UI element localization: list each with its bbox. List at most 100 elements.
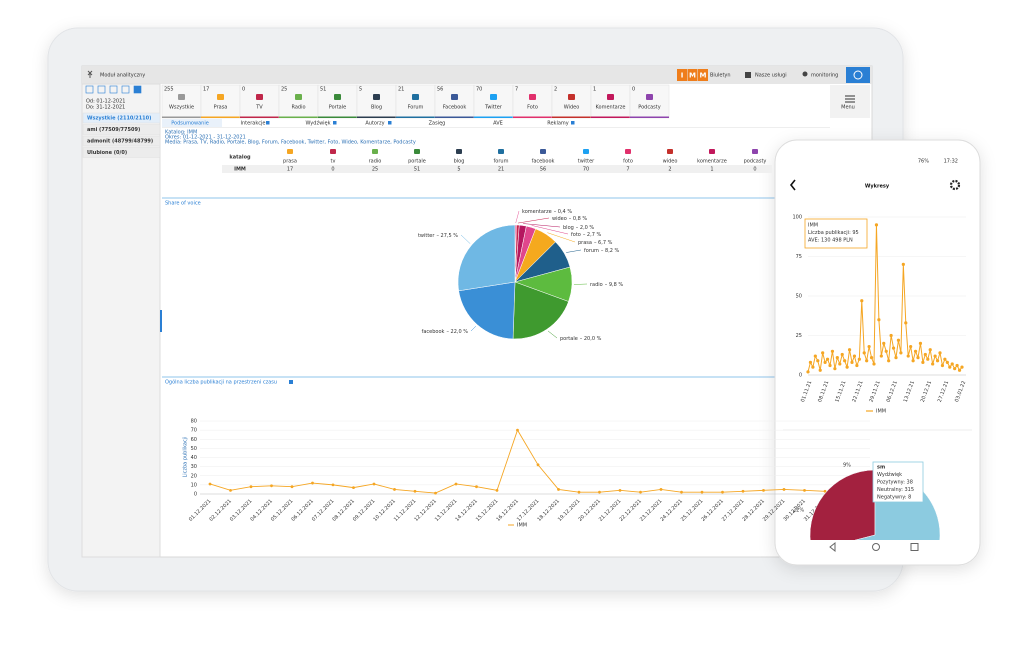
media-tab[interactable] [630, 85, 669, 118]
logo-letter: M [700, 72, 707, 80]
subtab[interactable]: Interakcje [241, 121, 266, 127]
tab-underline [591, 117, 630, 119]
chart-title: Share of voice [165, 201, 201, 207]
tab-count: 5 [359, 87, 362, 93]
tab-count: 25 [281, 87, 287, 93]
y-tick-label: 50 [796, 294, 802, 300]
data-point [373, 483, 376, 486]
pie-label: blog– 2,0 % [563, 225, 594, 231]
tab-label: Facebook [443, 105, 467, 111]
media-tab[interactable] [240, 85, 279, 118]
tooltip-line: Neutralny: 315 [877, 487, 914, 493]
table-cell: 0 [331, 167, 334, 173]
pie-label: forum– 8,2 % [584, 248, 620, 254]
y-tick-label: 0 [799, 373, 802, 379]
tab-count: 56 [437, 87, 443, 93]
data-point [660, 488, 663, 491]
pie-category: portale [560, 336, 578, 342]
data-point [877, 318, 880, 321]
data-point [924, 353, 927, 356]
data-point [809, 361, 812, 364]
y-tick-label: 40 [191, 455, 197, 461]
table-header: radio [369, 159, 382, 165]
summary-info: Media: Prasa, TV, Radio, Portale, Blog, … [165, 140, 416, 146]
tab-icon [607, 94, 614, 100]
tab-label: Twitter [484, 105, 503, 111]
tab-count: 255 [164, 87, 174, 93]
data-point [899, 351, 902, 354]
sidebar-icon [134, 86, 141, 93]
status-battery: 76% [918, 159, 929, 165]
nav-icon [803, 72, 808, 77]
data-point [824, 361, 827, 364]
tab-icon [256, 94, 263, 100]
table-header: prasa [283, 159, 297, 165]
nav-link[interactable]: Biuletyn [710, 73, 731, 79]
data-point [291, 485, 294, 488]
subtab[interactable]: Podsumowanie [171, 121, 209, 127]
subtab[interactable]: Zasięg [429, 121, 446, 127]
subtab[interactable]: Autorzy [365, 121, 384, 127]
y-axis-label: Liczba publikacji [183, 436, 189, 477]
data-point [946, 361, 949, 364]
data-point [850, 361, 853, 364]
table-header: forum [494, 159, 509, 165]
catalog-label: Ulubione (0/0) [87, 150, 127, 156]
table-cell: 56 [540, 167, 546, 173]
nav-link[interactable]: Nasze usługi [755, 73, 787, 79]
catalog-label: Wszystkie (2110/2110) [87, 116, 151, 122]
media-icon [583, 149, 589, 154]
tab-underline [552, 117, 591, 119]
data-point [270, 484, 273, 487]
media-tab[interactable] [357, 85, 396, 118]
media-tab[interactable] [591, 85, 630, 118]
pie-value-label: 9% [843, 463, 851, 469]
data-point [332, 483, 335, 486]
pie-value-label: – 2,0 % [576, 225, 595, 231]
data-point [434, 492, 437, 495]
media-tab[interactable] [513, 85, 552, 118]
app-header [82, 66, 872, 84]
subtab[interactable]: Wydźwięk [305, 120, 330, 127]
power-button[interactable] [846, 67, 870, 83]
tab-icon [178, 94, 185, 100]
tooltip-line: IMM [808, 223, 818, 229]
tab-count: 0 [242, 87, 245, 93]
tab-label: Foto [527, 105, 538, 111]
data-point [907, 354, 910, 357]
data-point [721, 491, 724, 494]
media-tab[interactable] [552, 85, 591, 118]
subtab[interactable]: Reklamy [547, 121, 569, 127]
y-tick-label: 0 [194, 492, 197, 498]
tab-icon [451, 94, 458, 100]
data-point [619, 489, 622, 492]
data-point [783, 488, 786, 491]
data-point [816, 359, 819, 362]
data-point [941, 364, 944, 367]
data-point [892, 347, 895, 350]
subtab[interactable]: AVE [493, 121, 503, 127]
table-cell: 1 [710, 167, 713, 173]
data-point [762, 489, 765, 492]
table-cell: IMM [234, 167, 246, 173]
data-point [860, 299, 863, 302]
data-point [680, 491, 683, 494]
data-point [311, 482, 314, 485]
tab-count: 21 [398, 87, 404, 93]
pie-label: radio– 9,8 % [590, 282, 623, 288]
data-point [897, 339, 900, 342]
date-range: Do: 31-12-2021 [86, 105, 125, 111]
tab-count: 51 [320, 87, 326, 93]
tab-icon [646, 94, 653, 100]
data-point [894, 356, 897, 359]
data-point [956, 364, 959, 367]
table-header: podcasty [744, 159, 767, 165]
pie-category: komentarze [522, 209, 552, 215]
pie-value-label: – 8,2 % [601, 248, 620, 254]
y-tick-label: 25 [796, 333, 802, 339]
tab-icon [490, 94, 497, 100]
chart-title: Ogólna liczba publikacji na przestrzeni … [165, 379, 277, 386]
data-point [912, 359, 915, 362]
data-point [828, 364, 831, 367]
nav-link[interactable]: monitoring [811, 73, 838, 79]
